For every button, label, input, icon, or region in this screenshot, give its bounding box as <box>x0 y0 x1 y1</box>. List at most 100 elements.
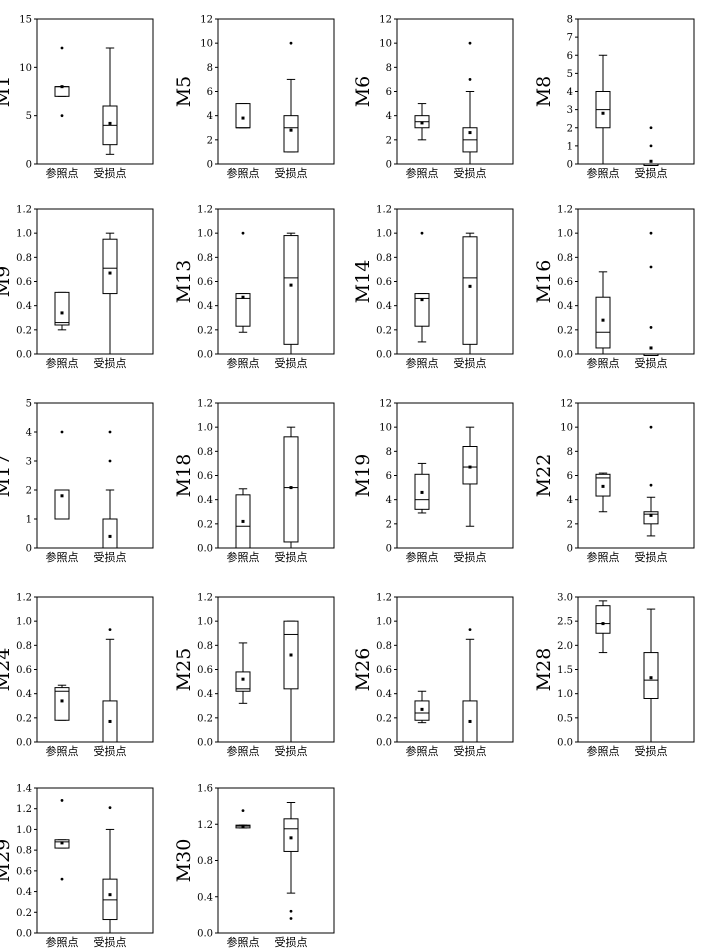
y-tick-label: 1.2 <box>197 205 213 216</box>
panel-m26: 0.0 0.2 0.4 0.6 0.8 1.0 1.2 M26 参照点 受损点 <box>352 593 514 758</box>
y-tick-label: 1.2 <box>376 593 392 604</box>
box-reference <box>414 103 430 141</box>
outlier-point <box>420 231 424 235</box>
y-tick-label: 15 <box>19 15 32 26</box>
x-tick-label: 受损点 <box>454 744 487 758</box>
outlier-point <box>289 41 293 45</box>
iqr-box <box>102 238 118 295</box>
y-tick-label: 0.8 <box>197 253 213 264</box>
y-tick-label: 0 <box>26 160 32 171</box>
mean-marker <box>60 841 64 845</box>
box-damaged <box>643 126 659 166</box>
y-tick-label: 6 <box>386 471 392 482</box>
box-reference <box>414 231 430 343</box>
mean-marker <box>601 484 605 488</box>
panel-m9: 0.0 0.2 0.4 0.6 0.8 1.0 1.2 M9 参照点 受损点 <box>0 205 154 370</box>
panel-m5: 0 2 4 6 8 10 12 M5 参照点 受损点 <box>173 15 335 180</box>
x-tick-label: 受损点 <box>94 935 127 949</box>
x-tick-label: 参照点 <box>46 356 79 370</box>
mean-marker <box>649 346 653 350</box>
y-axis-label: M22 <box>533 454 555 498</box>
y-tick-label: 2 <box>567 123 573 134</box>
outlier-point <box>60 799 64 802</box>
y-tick-label: 0.6 <box>16 665 32 676</box>
panel-m30: 0.0 0.4 0.8 1.2 1.6 M30 参照点 受损点 <box>173 784 335 949</box>
box-reference <box>595 472 611 513</box>
outlier-point <box>649 483 653 487</box>
box-damaged <box>643 231 659 356</box>
y-tick-label: 0.4 <box>16 887 32 898</box>
outlier-point <box>468 41 472 45</box>
plot-frame <box>396 18 514 165</box>
iqr-box <box>235 103 251 129</box>
y-tick-label: 0.8 <box>197 641 213 652</box>
y-tick-label: 3.0 <box>557 593 573 604</box>
y-tick-label: 1.0 <box>376 229 392 240</box>
y-tick-label: 0.6 <box>16 277 32 288</box>
y-tick-label: 0 <box>567 544 573 555</box>
y-tick-label: 1.0 <box>16 229 32 240</box>
outlier-point <box>649 231 653 235</box>
y-tick-label: 1.0 <box>197 423 213 434</box>
y-tick-label: 0 <box>386 544 392 555</box>
mean-marker <box>468 719 472 723</box>
outlier-point <box>108 459 112 463</box>
y-tick-label: 1.0 <box>16 617 32 628</box>
y-tick-label: 0.6 <box>376 277 392 288</box>
y-tick-label: 0.2 <box>376 713 392 724</box>
x-tick-label: 参照点 <box>46 550 79 564</box>
y-axis-label: M13 <box>173 260 195 304</box>
y-tick-label: 1.2 <box>16 804 32 815</box>
x-tick-label: 受损点 <box>94 166 127 180</box>
y-tick-label: 0 <box>386 160 392 171</box>
plot-frame <box>36 402 154 549</box>
box-damaged <box>462 232 478 355</box>
plot-frame <box>36 596 154 743</box>
mean-marker <box>289 836 293 840</box>
box-damaged <box>462 41 478 165</box>
y-tick-label: 4 <box>567 87 573 98</box>
y-tick-label: 0.0 <box>16 738 32 749</box>
y-tick-label: 1.2 <box>197 820 213 831</box>
outlier-point <box>649 265 653 269</box>
mean-marker <box>60 494 64 498</box>
y-tick-label: 0.8 <box>16 253 32 264</box>
mean-marker <box>241 677 245 681</box>
box-damaged <box>102 806 118 934</box>
panel-m8: 0 1 2 3 4 5 6 7 8 M8 参照点 受损点 <box>533 15 695 180</box>
outlier-point <box>241 231 245 235</box>
panel-m19: 0 2 4 6 8 10 12 M19 参照点 受损点 <box>352 399 514 564</box>
panel-m17: 0 1 2 3 4 5 M17 参照点 受损点 <box>0 399 154 564</box>
panel-m22: 0 2 4 6 8 10 12 M22 参照点 受损点 <box>533 399 695 564</box>
x-tick-label: 受损点 <box>454 550 487 564</box>
y-tick-label: 12 <box>379 399 392 410</box>
y-tick-label: 0.8 <box>16 641 32 652</box>
box-reference <box>54 430 70 520</box>
mean-marker <box>601 318 605 322</box>
y-tick-label: 6 <box>207 87 213 98</box>
y-tick-label: 0.6 <box>376 665 392 676</box>
x-tick-label: 受损点 <box>94 356 127 370</box>
y-tick-label: 4 <box>386 495 392 506</box>
iqr-box <box>595 296 611 349</box>
panel-m6: 0 2 4 6 8 10 12 M6 参照点 受损点 <box>352 15 514 180</box>
y-tick-label: 0.0 <box>376 350 392 361</box>
mean-marker <box>420 298 424 302</box>
mean-marker <box>468 284 472 288</box>
y-tick-label: 10 <box>379 39 392 50</box>
y-tick-label: 1.0 <box>16 825 32 836</box>
y-tick-label: 0.8 <box>197 856 213 867</box>
y-tick-label: 1.0 <box>197 617 213 628</box>
y-tick-label: 0.4 <box>376 689 392 700</box>
y-tick-label: 10 <box>560 423 573 434</box>
y-axis-label: M28 <box>533 648 555 692</box>
x-tick-label: 参照点 <box>46 744 79 758</box>
x-tick-label: 参照点 <box>587 744 620 758</box>
y-tick-label: 8 <box>567 15 573 26</box>
x-tick-label: 受损点 <box>275 166 308 180</box>
y-tick-label: 1.2 <box>197 399 213 410</box>
box-damaged <box>102 232 118 355</box>
y-tick-label: 2 <box>207 135 213 146</box>
y-tick-label: 12 <box>200 15 213 26</box>
y-tick-label: 2 <box>386 519 392 530</box>
